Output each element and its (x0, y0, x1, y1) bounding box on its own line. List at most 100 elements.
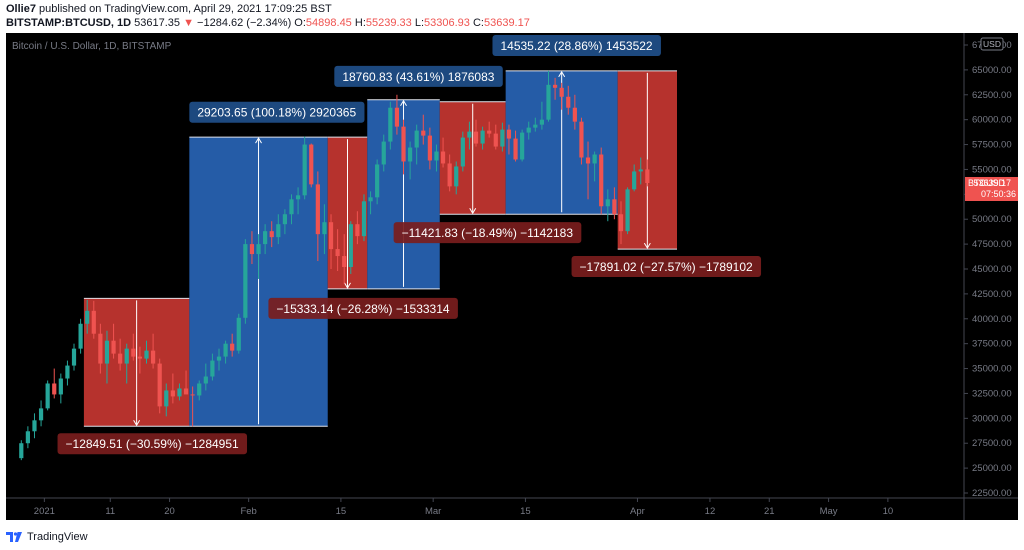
candle-body[interactable] (447, 163, 452, 187)
candle-body[interactable] (467, 131, 472, 138)
candle-body[interactable] (473, 131, 479, 144)
candle-body[interactable] (421, 130, 426, 136)
candle-body[interactable] (25, 431, 30, 444)
candle-body[interactable] (131, 348, 136, 357)
candle-body[interactable] (315, 184, 320, 235)
candle-body[interactable] (375, 164, 380, 198)
candle-body[interactable] (91, 310, 96, 334)
candle-body[interactable] (388, 107, 393, 142)
candle-body[interactable] (85, 310, 90, 324)
candle-body[interactable] (19, 443, 24, 459)
candle-body[interactable] (197, 383, 202, 396)
candle-body[interactable] (78, 323, 83, 349)
candle-body[interactable] (572, 107, 577, 122)
candle-body[interactable] (150, 350, 156, 364)
candle-body[interactable] (137, 356, 143, 359)
candle-body[interactable] (618, 214, 624, 232)
candle-body[interactable] (500, 129, 505, 147)
candle-body[interactable] (434, 151, 439, 161)
candle-body[interactable] (210, 360, 215, 377)
candle-body[interactable] (520, 132, 525, 160)
candle-body[interactable] (579, 121, 584, 158)
range-measure-label[interactable]: −11421.83 (−18.49%) −1142183 (393, 222, 582, 244)
candle-body[interactable] (585, 157, 591, 164)
candle-body[interactable] (295, 195, 301, 200)
author-name[interactable]: Ollie7 (6, 3, 36, 15)
candle-body[interactable] (302, 144, 307, 196)
candle-body[interactable] (381, 141, 386, 165)
candle-body[interactable] (289, 199, 294, 215)
candle-body[interactable] (348, 224, 353, 268)
footer-brand[interactable]: TradingView (27, 531, 88, 543)
candle-body[interactable] (342, 256, 347, 268)
candle-body[interactable] (566, 96, 571, 108)
candle-body[interactable] (58, 378, 63, 395)
candle-body[interactable] (427, 135, 432, 161)
range-measure-label[interactable]: −17891.02 (−27.57%) −1789102 (571, 256, 762, 278)
candle-body[interactable] (368, 197, 373, 202)
candle-body[interactable] (104, 340, 110, 364)
candle-body[interactable] (408, 147, 413, 162)
range-measure-label[interactable]: 14535.22 (28.86%) 1453522 (492, 35, 661, 56)
candle-body[interactable] (533, 124, 538, 128)
candle-body[interactable] (355, 224, 360, 237)
candle-body[interactable] (546, 84, 551, 120)
candle-body[interactable] (282, 214, 287, 225)
candle-body[interactable] (111, 340, 116, 354)
candle-body[interactable] (52, 383, 57, 395)
candle-body[interactable] (322, 222, 327, 235)
candle-body[interactable] (144, 350, 149, 359)
candle-body[interactable] (539, 119, 545, 125)
candle-body[interactable] (605, 199, 610, 207)
candle-body[interactable] (440, 151, 446, 164)
candle-body[interactable] (559, 87, 564, 97)
currency-badge[interactable] (980, 37, 1004, 51)
candle-body[interactable] (32, 420, 37, 432)
candle-body[interactable] (592, 154, 597, 164)
candle-body[interactable] (454, 166, 459, 187)
candle-body[interactable] (216, 356, 222, 361)
candle-body[interactable] (612, 199, 617, 215)
candle-body[interactable] (401, 126, 406, 162)
candle-body[interactable] (190, 394, 195, 396)
candle-body[interactable] (243, 244, 248, 318)
candle-body[interactable] (599, 154, 604, 207)
candle-body[interactable] (394, 107, 400, 127)
candle-body[interactable] (526, 127, 531, 133)
candle-body[interactable] (632, 171, 637, 190)
candle-body[interactable] (335, 249, 340, 257)
candle-body[interactable] (65, 365, 70, 379)
candle-body[interactable] (487, 130, 492, 134)
candle-body[interactable] (638, 169, 643, 172)
candle-body[interactable] (361, 201, 367, 237)
candle-body[interactable] (118, 353, 123, 364)
candle-body[interactable] (552, 84, 558, 88)
candle-body[interactable] (276, 224, 281, 238)
candle-body[interactable] (157, 363, 162, 407)
range-measure-label[interactable]: −12849.51 (−30.59%) −1284951 (57, 433, 248, 455)
candle-body[interactable] (460, 137, 465, 167)
candle-body[interactable] (256, 244, 261, 255)
candle-body[interactable] (414, 130, 419, 148)
range-measure-label[interactable]: 18760.83 (43.61%) 1876083 (334, 65, 503, 87)
candle-body[interactable] (625, 189, 630, 232)
candle-body[interactable] (98, 333, 103, 364)
candle-body[interactable] (38, 408, 44, 421)
candle-body[interactable] (328, 222, 334, 250)
candle-body[interactable] (164, 390, 169, 407)
candle-body[interactable] (269, 231, 274, 238)
candle-body[interactable] (480, 130, 485, 144)
candle-body[interactable] (230, 343, 235, 351)
candle-body[interactable] (645, 169, 650, 183)
chart-panel[interactable]: −12849.51 (−30.59%) −1284951 29203.65 (10… (6, 33, 1019, 520)
candlestick-chart[interactable]: −12849.51 (−30.59%) −1284951 29203.65 (10… (6, 33, 1019, 520)
candle-body[interactable] (177, 388, 182, 397)
candle-body[interactable] (506, 129, 512, 139)
candle-body[interactable] (203, 376, 208, 384)
candle-body[interactable] (236, 317, 241, 351)
candle-body[interactable] (513, 138, 518, 160)
candle-body[interactable] (45, 383, 50, 409)
candle-body[interactable] (124, 348, 129, 364)
candle-body[interactable] (263, 231, 268, 245)
range-measure-label[interactable]: −15333.14 (−26.28%) −1533314 (268, 297, 458, 319)
